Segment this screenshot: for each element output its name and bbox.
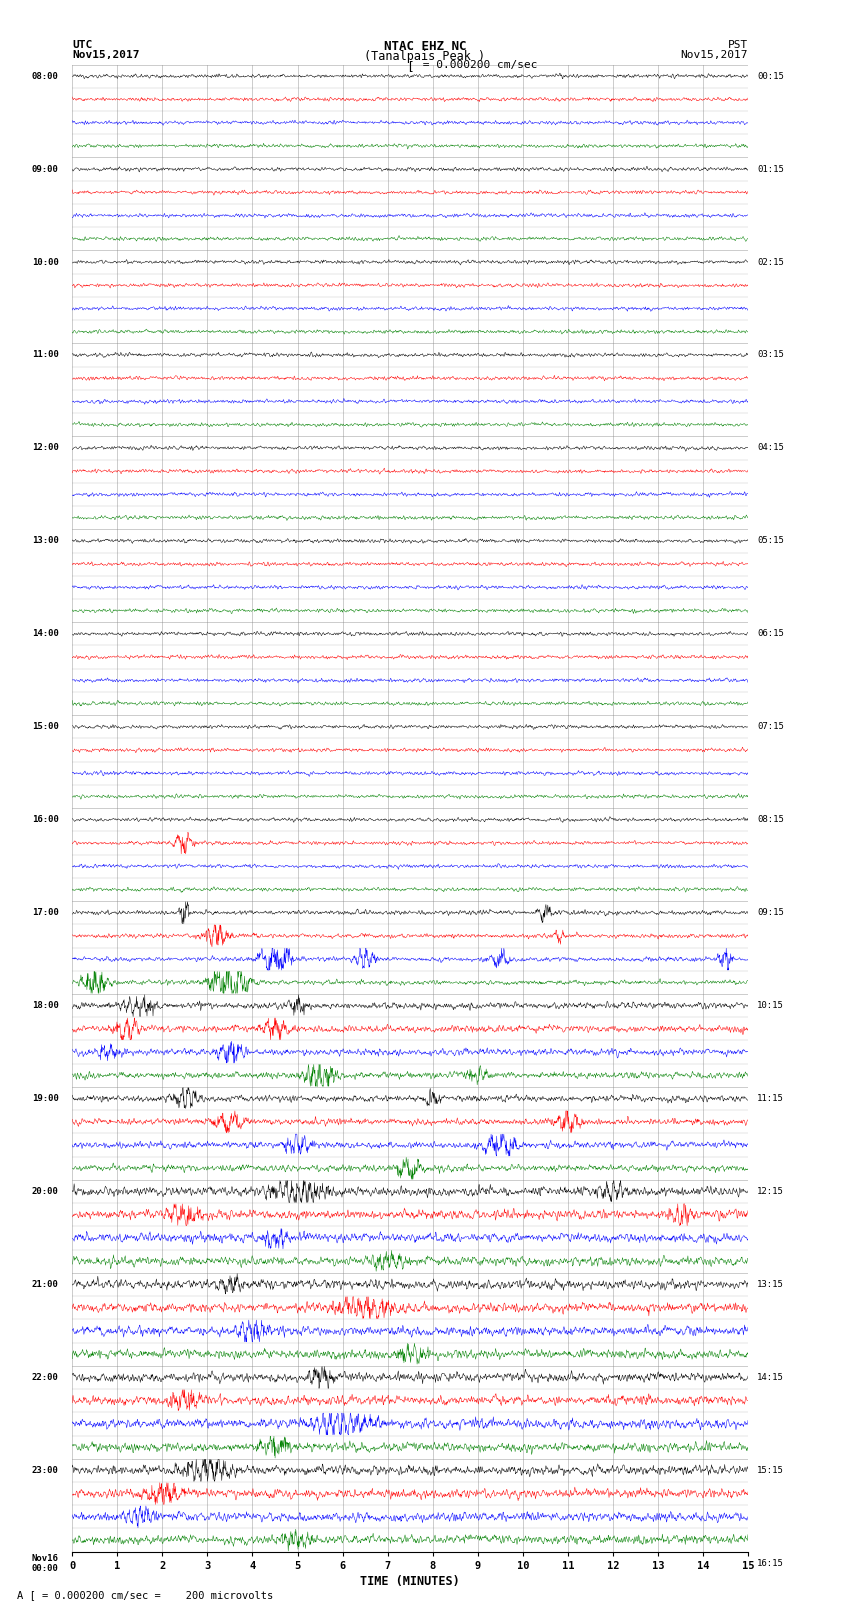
- Text: 16:15: 16:15: [757, 1558, 784, 1568]
- Text: 20:00: 20:00: [31, 1187, 59, 1195]
- Text: 23:00: 23:00: [31, 1466, 59, 1474]
- Text: 21:00: 21:00: [31, 1281, 59, 1289]
- Text: (Tanalpais Peak ): (Tanalpais Peak ): [365, 50, 485, 63]
- Text: 12:00: 12:00: [31, 444, 59, 452]
- Text: 13:15: 13:15: [757, 1281, 784, 1289]
- Text: 00:15: 00:15: [757, 71, 784, 81]
- Text: 04:15: 04:15: [757, 444, 784, 452]
- Text: 12:15: 12:15: [757, 1187, 784, 1195]
- Text: 11:00: 11:00: [31, 350, 59, 360]
- X-axis label: TIME (MINUTES): TIME (MINUTES): [360, 1574, 460, 1587]
- Text: 22:00: 22:00: [31, 1373, 59, 1382]
- Text: 07:15: 07:15: [757, 723, 784, 731]
- Text: 14:00: 14:00: [31, 629, 59, 639]
- Text: 13:00: 13:00: [31, 537, 59, 545]
- Text: 10:00: 10:00: [31, 258, 59, 266]
- Text: 08:15: 08:15: [757, 815, 784, 824]
- Text: NTAC EHZ NC: NTAC EHZ NC: [383, 40, 467, 53]
- Text: PST: PST: [728, 40, 748, 50]
- Text: = 0.000200 cm/sec: = 0.000200 cm/sec: [416, 60, 538, 69]
- Text: 02:15: 02:15: [757, 258, 784, 266]
- Text: 10:15: 10:15: [757, 1002, 784, 1010]
- Text: 11:15: 11:15: [757, 1094, 784, 1103]
- Text: 01:15: 01:15: [757, 165, 784, 174]
- Text: 15:15: 15:15: [757, 1466, 784, 1474]
- Text: 15:00: 15:00: [31, 723, 59, 731]
- Text: 09:00: 09:00: [31, 165, 59, 174]
- Text: Nov16
00:00: Nov16 00:00: [31, 1553, 59, 1573]
- Text: [: [: [406, 60, 414, 73]
- Text: 05:15: 05:15: [757, 537, 784, 545]
- Text: 06:15: 06:15: [757, 629, 784, 639]
- Text: 03:15: 03:15: [757, 350, 784, 360]
- Text: 19:00: 19:00: [31, 1094, 59, 1103]
- Text: 09:15: 09:15: [757, 908, 784, 918]
- Text: A [ = 0.000200 cm/sec =    200 microvolts: A [ = 0.000200 cm/sec = 200 microvolts: [17, 1590, 273, 1600]
- Text: 14:15: 14:15: [757, 1373, 784, 1382]
- Text: Nov15,2017: Nov15,2017: [72, 50, 139, 60]
- Text: 17:00: 17:00: [31, 908, 59, 918]
- Text: UTC: UTC: [72, 40, 93, 50]
- Text: Nov15,2017: Nov15,2017: [681, 50, 748, 60]
- Text: 08:00: 08:00: [31, 71, 59, 81]
- Text: 16:00: 16:00: [31, 815, 59, 824]
- Text: 18:00: 18:00: [31, 1002, 59, 1010]
